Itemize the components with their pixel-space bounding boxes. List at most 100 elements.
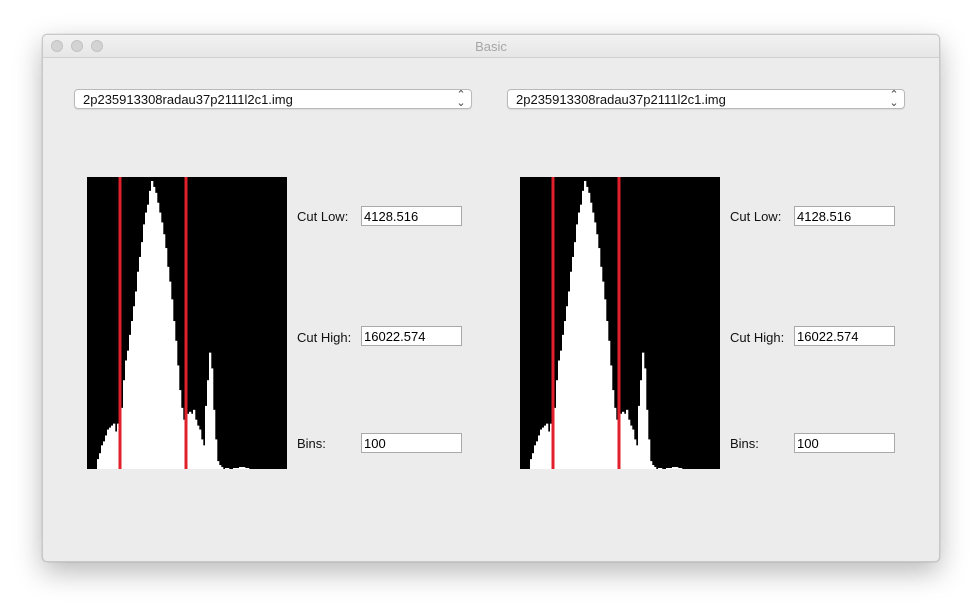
histogram-right-svg — [520, 177, 720, 469]
histogram-bar — [654, 467, 657, 469]
histogram-bar — [153, 186, 156, 469]
cut-high-input-right[interactable]: 16022.574 — [794, 326, 895, 346]
cut-low-input-right[interactable]: 4128.516 — [794, 206, 895, 226]
histogram-bar — [534, 445, 537, 469]
histogram-bar — [598, 248, 601, 469]
histogram-bar — [602, 281, 605, 469]
histogram-bar — [576, 224, 579, 469]
histogram-bar — [169, 281, 172, 469]
histogram-bar — [191, 413, 194, 469]
histogram-bar — [145, 212, 148, 469]
histogram-bar — [650, 461, 653, 469]
histogram-bar — [137, 271, 140, 469]
cut-low-label-right: Cut Low: — [730, 209, 782, 224]
histogram-bar — [536, 441, 539, 469]
histogram-bar — [117, 423, 120, 469]
title-bar: Basic — [43, 35, 939, 58]
histogram-bar — [115, 431, 118, 469]
histogram-bar — [546, 423, 549, 469]
histogram-bar — [586, 186, 589, 469]
histogram-bar — [564, 321, 567, 469]
minimize-window-button[interactable] — [71, 40, 83, 52]
histogram-bar — [630, 425, 633, 469]
histogram-bar — [544, 425, 547, 469]
file-select-left[interactable]: 2p235913308radau37p2111l2c1.img ⌃ ⌄ — [74, 89, 472, 109]
cut-high-label-right: Cut High: — [730, 330, 785, 345]
histogram-bar — [193, 409, 196, 469]
histogram-bar — [676, 467, 679, 469]
bins-label-left: Bins: — [297, 436, 326, 451]
histogram-bar — [538, 435, 541, 469]
histogram-bar — [121, 407, 124, 469]
histogram-bar — [622, 411, 625, 469]
histogram-bar — [225, 468, 228, 469]
histogram-bar — [614, 407, 617, 469]
file-select-right[interactable]: 2p235913308radau37p2111l2c1.img ⌃ ⌄ — [507, 89, 905, 109]
histogram-left[interactable] — [87, 177, 287, 469]
histogram-bar — [532, 453, 535, 469]
histogram-bar — [600, 266, 603, 469]
histogram-bar — [592, 212, 595, 469]
histogram-bar — [634, 439, 637, 469]
histogram-bar — [195, 419, 198, 469]
histogram-bar — [135, 291, 138, 469]
histogram-bar — [530, 459, 533, 469]
histogram-bar — [672, 467, 675, 469]
histogram-bar — [568, 291, 571, 469]
histogram-bar — [582, 190, 585, 469]
cut-high-input-left[interactable]: 16022.574 — [361, 326, 462, 346]
histogram-bar — [542, 427, 545, 469]
histogram-bar — [590, 202, 593, 469]
histogram-bar — [163, 234, 166, 469]
histogram-bar — [219, 465, 222, 469]
histogram-bar — [670, 468, 673, 469]
histogram-bar — [674, 467, 677, 469]
histogram-bar — [147, 204, 150, 469]
bins-input-right[interactable]: 100 — [794, 433, 895, 453]
histogram-bar — [606, 321, 609, 469]
histogram-bar — [159, 212, 162, 469]
histogram-bar — [574, 242, 577, 469]
histogram-bar — [237, 468, 240, 469]
histogram-bar — [207, 380, 210, 469]
histogram-bar — [99, 453, 102, 469]
histogram-bar — [245, 468, 248, 469]
bins-input-left[interactable]: 100 — [361, 433, 462, 453]
histogram-bar — [105, 435, 108, 469]
histogram-bar — [580, 204, 583, 469]
histogram-bar — [548, 431, 551, 469]
close-window-button[interactable] — [51, 40, 63, 52]
histogram-bar — [666, 468, 669, 469]
histogram-bar — [648, 439, 651, 469]
histogram-bar — [610, 365, 613, 469]
histogram-bar — [227, 468, 230, 469]
histogram-bar — [97, 459, 100, 469]
histogram-bar — [642, 352, 645, 469]
histogram-bar — [125, 360, 128, 469]
histogram-right[interactable] — [520, 177, 720, 469]
histogram-bar — [141, 242, 144, 469]
histogram-bar — [558, 360, 561, 469]
histogram-bar — [127, 350, 130, 469]
histogram-bar — [215, 439, 218, 469]
histogram-bar — [578, 212, 581, 469]
histogram-bar — [107, 429, 110, 469]
histogram-bar — [624, 413, 627, 469]
histogram-bar — [540, 429, 543, 469]
histogram-bar — [221, 467, 224, 469]
histogram-bar — [167, 266, 170, 469]
chevron-up-down-icon: ⌃ ⌄ — [456, 89, 466, 109]
histogram-bar — [161, 222, 164, 469]
zoom-window-button[interactable] — [91, 40, 103, 52]
histogram-bar — [217, 461, 220, 469]
histogram-bar — [211, 368, 214, 469]
cut-low-label-left: Cut Low: — [297, 209, 349, 224]
histogram-bar — [668, 468, 671, 469]
histogram-bar — [171, 299, 174, 469]
histogram-bar — [566, 306, 569, 469]
histogram-bar — [149, 190, 152, 469]
cut-low-input-left[interactable]: 4128.516 — [361, 206, 462, 226]
histogram-bar — [646, 409, 649, 469]
window-title: Basic — [475, 39, 507, 54]
histogram-bar — [213, 409, 216, 469]
